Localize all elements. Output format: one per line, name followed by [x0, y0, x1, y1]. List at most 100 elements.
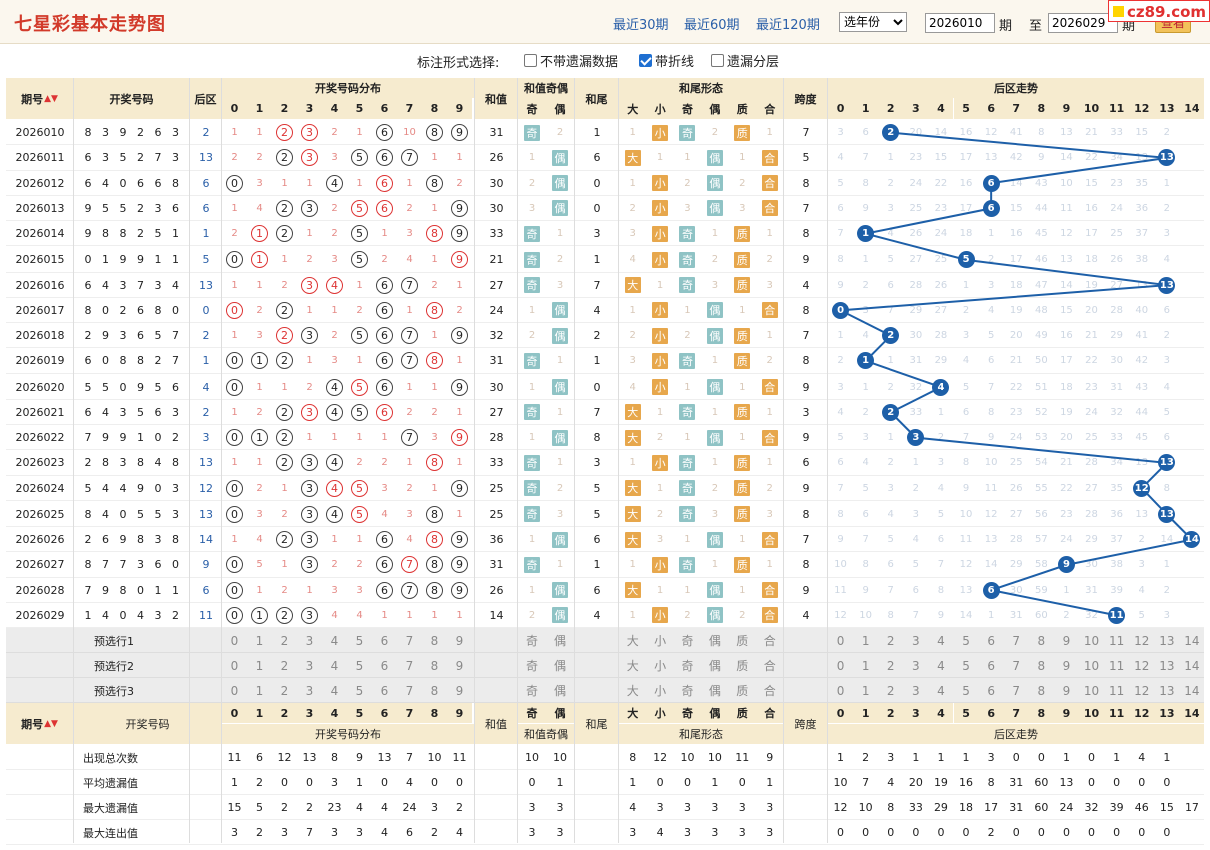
preselect-trend-digit[interactable]: 8	[1037, 633, 1046, 648]
preselect-digit[interactable]: 5	[355, 658, 364, 673]
preselect-trend-digit[interactable]: 3	[912, 633, 920, 648]
preselect-digit[interactable]: 7	[405, 658, 414, 673]
preselect-trend-digit[interactable]: 12	[1134, 658, 1150, 673]
preselect-digit[interactable]: 9	[455, 633, 464, 648]
preselect-form[interactable]: 偶	[708, 634, 721, 648]
preselect-even[interactable]: 偶	[553, 634, 566, 648]
preselect-digit[interactable]: 4	[330, 658, 339, 673]
preselect-digit[interactable]: 0	[230, 683, 239, 698]
option-layer[interactable]: 遗漏分层	[711, 51, 779, 70]
preselect-trend-digit[interactable]: 3	[912, 658, 920, 673]
preselect-trend-digit[interactable]: 11	[1109, 683, 1125, 698]
issue-header[interactable]: 期号 ▲▼	[6, 78, 73, 119]
preselect-digit[interactable]: 0	[230, 633, 239, 648]
preselect-digit[interactable]: 5	[355, 683, 364, 698]
period-to-input[interactable]	[1048, 13, 1118, 33]
preselect-digit[interactable]: 8	[430, 633, 439, 648]
sort-icon[interactable]: ▲▼	[44, 718, 58, 729]
recent-120-link[interactable]: 最近120期	[756, 18, 820, 33]
recent-60-link[interactable]: 最近60期	[684, 18, 740, 33]
preselect-trend-digit[interactable]: 8	[1037, 658, 1046, 673]
preselect-digit[interactable]: 3	[305, 683, 314, 698]
sort-icon[interactable]: ▲▼	[44, 93, 58, 104]
preselect-trend-digit[interactable]: 8	[1037, 683, 1046, 698]
preselect-digit[interactable]: 9	[455, 683, 464, 698]
preselect-form[interactable]: 奇	[681, 684, 694, 698]
preselect-odd[interactable]: 奇	[525, 634, 538, 648]
preselect-trend-digit[interactable]: 4	[937, 633, 945, 648]
preselect-trend-digit[interactable]: 6	[987, 633, 995, 648]
bottom-issue-header[interactable]: 期号 ▲▼	[6, 703, 73, 744]
preselect-digit[interactable]: 1	[255, 633, 264, 648]
preselect-form[interactable]: 质	[736, 634, 749, 648]
preselect-trend-digit[interactable]: 4	[937, 658, 945, 673]
preselect-odd[interactable]: 奇	[525, 684, 538, 698]
preselect-form[interactable]: 质	[736, 684, 749, 698]
preselect-digit[interactable]: 2	[280, 683, 289, 698]
recent-30-link[interactable]: 最近30期	[613, 18, 669, 33]
preselect-form[interactable]: 大	[626, 684, 639, 698]
preselect-digit[interactable]: 5	[355, 633, 364, 648]
preselect-form[interactable]: 合	[763, 634, 776, 648]
preselect-trend-digit[interactable]: 14	[1184, 633, 1200, 648]
preselect-trend-digit[interactable]: 2	[886, 683, 895, 698]
preselect-form[interactable]: 偶	[708, 659, 721, 673]
preselect-trend-digit[interactable]: 2	[886, 633, 895, 648]
preselect-trend-digit[interactable]: 2	[886, 658, 895, 673]
preselect-trend-digit[interactable]: 7	[1012, 633, 1021, 648]
checkbox-icon[interactable]	[711, 54, 724, 67]
preselect-trend-digit[interactable]: 12	[1134, 683, 1150, 698]
option-no-miss[interactable]: 不带遗漏数据	[524, 51, 618, 70]
preselect-digit[interactable]: 1	[255, 683, 264, 698]
preselect-trend-digit[interactable]: 14	[1184, 658, 1200, 673]
preselect-trend-digit[interactable]: 6	[987, 658, 995, 673]
preselect-trend-digit[interactable]: 4	[937, 683, 945, 698]
preselect-trend-digit[interactable]: 11	[1109, 658, 1125, 673]
year-select[interactable]: 选年份	[839, 12, 907, 32]
preselect-trend-digit[interactable]: 0	[836, 633, 845, 648]
preselect-trend-digit[interactable]: 11	[1109, 633, 1125, 648]
preselect-digit[interactable]: 6	[380, 633, 389, 648]
preselect-trend-digit[interactable]: 0	[836, 658, 845, 673]
preselect-trend-digit[interactable]: 10	[1083, 683, 1100, 698]
preselect-trend-digit[interactable]: 5	[962, 658, 970, 673]
preselect-trend-digit[interactable]: 5	[962, 633, 970, 648]
preselect-form[interactable]: 小	[654, 634, 667, 648]
preselect-digit[interactable]: 2	[280, 633, 289, 648]
preselect-trend-digit[interactable]: 13	[1159, 658, 1175, 673]
preselect-digit[interactable]: 6	[380, 683, 389, 698]
preselect-form[interactable]: 大	[626, 659, 639, 673]
preselect-odd[interactable]: 奇	[525, 659, 538, 673]
option-polyline[interactable]: 带折线	[639, 51, 694, 70]
preselect-trend-digit[interactable]: 1	[861, 633, 870, 648]
preselect-trend-digit[interactable]: 12	[1134, 633, 1150, 648]
preselect-trend-digit[interactable]: 10	[1083, 658, 1100, 673]
preselect-form[interactable]: 合	[763, 684, 776, 698]
preselect-form[interactable]: 大	[626, 634, 639, 648]
preselect-trend-digit[interactable]: 1	[861, 683, 870, 698]
preselect-trend-digit[interactable]: 13	[1159, 683, 1175, 698]
preselect-trend-digit[interactable]: 0	[836, 683, 845, 698]
preselect-form[interactable]: 奇	[681, 634, 694, 648]
preselect-digit[interactable]: 2	[280, 658, 289, 673]
checkbox-icon[interactable]	[524, 54, 537, 67]
preselect-form[interactable]: 偶	[708, 684, 721, 698]
preselect-trend-digit[interactable]: 6	[987, 683, 995, 698]
preselect-digit[interactable]: 9	[455, 658, 464, 673]
preselect-digit[interactable]: 1	[255, 658, 264, 673]
preselect-digit[interactable]: 8	[430, 683, 439, 698]
preselect-form[interactable]: 合	[763, 659, 776, 673]
preselect-digit[interactable]: 0	[230, 658, 239, 673]
preselect-trend-digit[interactable]: 10	[1083, 633, 1100, 648]
preselect-trend-digit[interactable]: 3	[912, 683, 920, 698]
preselect-digit[interactable]: 7	[405, 683, 414, 698]
period-from-input[interactable]	[925, 13, 995, 33]
preselect-digit[interactable]: 7	[405, 633, 414, 648]
preselect-trend-digit[interactable]: 9	[1062, 633, 1071, 648]
preselect-trend-digit[interactable]: 7	[1012, 658, 1021, 673]
preselect-trend-digit[interactable]: 1	[861, 658, 870, 673]
checkbox-checked-icon[interactable]	[639, 54, 652, 67]
preselect-even[interactable]: 偶	[553, 659, 566, 673]
preselect-trend-digit[interactable]: 9	[1062, 683, 1071, 698]
preselect-form[interactable]: 小	[654, 684, 667, 698]
